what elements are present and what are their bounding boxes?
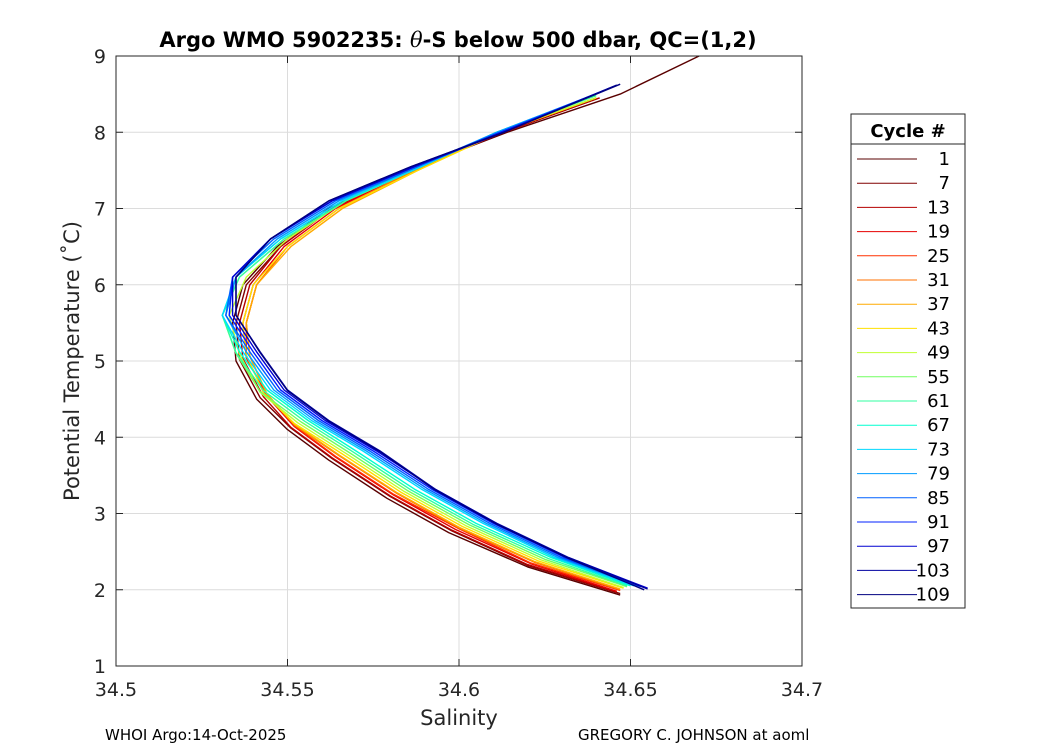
x-tick-label: 34.65 — [603, 679, 657, 701]
y-tick-label: 6 — [94, 275, 106, 297]
y-tick-label: 3 — [94, 504, 106, 526]
legend-label-cycle-97: 97 — [927, 536, 950, 557]
y-tick-label: 8 — [94, 122, 106, 144]
legend-label-cycle-43: 43 — [927, 318, 950, 339]
legend-label-cycle-67: 67 — [927, 415, 950, 436]
footer-left: WHOI Argo:14-Oct-2025 — [105, 726, 286, 744]
y-axis-label: Potential Temperature (˚C) — [60, 221, 84, 501]
x-tick-label: 34.5 — [95, 679, 137, 701]
legend-label-cycle-49: 49 — [927, 343, 950, 364]
legend-label-cycle-61: 61 — [927, 391, 950, 412]
legend: Cycle # 1 7 13 19 25 31 37 43 49 55 61 67 73 79 85 91 97… — [850, 113, 966, 609]
legend-box — [850, 113, 966, 609]
legend-label-cycle-31: 31 — [927, 270, 950, 291]
chart-title: Argo WMO 5902235: θ-S below 500 dbar, QC… — [159, 28, 756, 52]
legend-label-cycle-73: 73 — [927, 439, 950, 460]
x-tick-label: 34.7 — [781, 679, 823, 701]
series-line-cycle-109 — [235, 83, 645, 591]
series-line-cycle-43 — [242, 97, 624, 589]
x-tick-label: 34.6 — [438, 679, 480, 701]
series-layer — [221, 55, 700, 596]
footer-right: GREGORY C. JOHNSON at aoml — [578, 726, 809, 744]
x-tick-label: 34.55 — [260, 679, 314, 701]
y-tick-label: 2 — [94, 580, 106, 602]
legend-title: Cycle # — [870, 121, 945, 142]
legend-label-cycle-25: 25 — [927, 246, 950, 267]
legend-items: 1 7 13 19 25 31 37 43 49 55 61 67 73 79 85 91 97 103 109 — [857, 149, 950, 606]
legend-label-cycle-7: 7 — [939, 173, 950, 194]
legend-label-cycle-109: 109 — [916, 585, 950, 606]
legend-label-cycle-91: 91 — [927, 512, 950, 533]
series-line-cycle-85 — [225, 88, 642, 588]
legend-label-cycle-1: 1 — [939, 149, 950, 170]
y-tick-label: 1 — [94, 656, 106, 678]
y-tick-label: 9 — [94, 46, 106, 68]
x-axis-label: Salinity — [420, 706, 498, 730]
legend-label-cycle-55: 55 — [927, 367, 950, 388]
legend-label-cycle-37: 37 — [927, 294, 950, 315]
legend-label-cycle-13: 13 — [927, 197, 950, 218]
legend-label-cycle-19: 19 — [927, 222, 950, 243]
legend-label-cycle-85: 85 — [927, 488, 950, 509]
legend-label-cycle-103: 103 — [916, 560, 950, 581]
axis-ticks — [115, 55, 803, 667]
y-tick-label: 4 — [94, 427, 106, 449]
legend-label-cycle-79: 79 — [927, 464, 950, 485]
axis-tick-labels: 34.5 34.55 34.6 34.65 34.7 1 2 3 4 5 6 7 8 9 — [94, 46, 823, 701]
y-tick-label: 7 — [94, 199, 106, 221]
y-tick-label: 5 — [94, 351, 106, 373]
series-line-cycle-73 — [221, 91, 635, 587]
